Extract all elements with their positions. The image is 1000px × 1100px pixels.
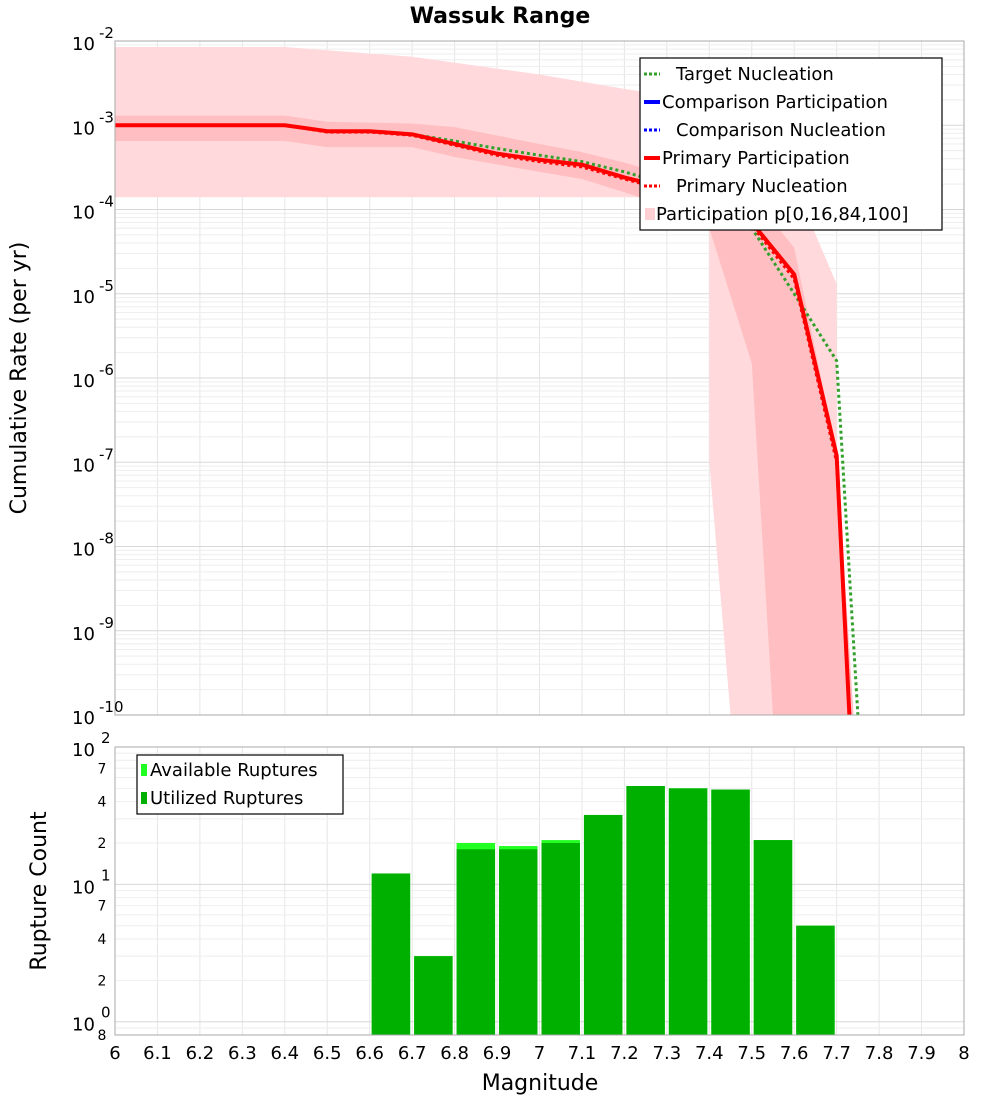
bar-utilized xyxy=(711,789,750,1035)
y-tick-exponent: 2 xyxy=(101,729,111,747)
x-axis-ticks: 6 6.1 6.2 6.3 6.4 6.5 6.6 6.7 6.8 6.9 7 7.1 7.2 7.3 7.… xyxy=(109,1043,969,1064)
y-tick-label: 10 xyxy=(72,34,95,55)
legend-swatch xyxy=(141,764,147,776)
x-tick-label: 7.2 xyxy=(610,1043,639,1064)
y-minor-tick-label: 4 xyxy=(98,932,107,948)
x-tick-label: 6.8 xyxy=(440,1043,469,1064)
y-tick-exponent: -3 xyxy=(99,108,114,126)
legend-label: Participation p[0,16,84,100] xyxy=(656,204,908,225)
x-axis-label: Magnitude xyxy=(482,1071,599,1096)
bar-utilized xyxy=(456,849,496,1035)
y-tick-exponent: -9 xyxy=(99,614,114,632)
x-tick-label: 6.3 xyxy=(228,1043,257,1064)
band-p0-p100 xyxy=(115,46,837,715)
bottom-legend-box xyxy=(136,754,344,815)
x-tick-label: 6.1 xyxy=(143,1043,172,1064)
x-tick-label: 8 xyxy=(958,1043,969,1064)
top-plot-frame xyxy=(114,40,965,716)
bar-utilized xyxy=(753,840,793,1035)
bar-utilized xyxy=(414,956,453,1035)
band-p16-p84 xyxy=(115,115,854,716)
y-minor-tick-label: 8 xyxy=(98,1028,107,1044)
x-tick-label: 7 xyxy=(534,1043,545,1064)
legend-label: Primary Participation xyxy=(662,148,850,169)
legend-label: Comparison Nucleation xyxy=(676,120,886,141)
bar-utilized xyxy=(499,849,538,1035)
legend-label: Available Ruptures xyxy=(150,760,318,781)
y-minor-tick-label: 2 xyxy=(98,836,107,852)
top-y-axis-ticks: 10-210-310-410-510-610-710-810-910-10 xyxy=(72,24,124,729)
x-tick-label: 6.6 xyxy=(355,1043,384,1064)
y-tick-exponent: -4 xyxy=(99,193,114,211)
legend-label: Utilized Ruptures xyxy=(150,788,303,809)
top-legend-box xyxy=(639,57,943,231)
bar-utilized xyxy=(371,873,411,1035)
x-tick-label: 7.3 xyxy=(653,1043,682,1064)
top-y-axis-label: Cumulative Rate (per yr) xyxy=(7,242,32,515)
y-tick-label: 10 xyxy=(72,455,95,476)
legend-swatch xyxy=(141,792,147,804)
x-tick-label: 6.9 xyxy=(483,1043,512,1064)
x-tick-label: 7.9 xyxy=(907,1043,936,1064)
x-tick-label: 7.6 xyxy=(780,1043,809,1064)
legend-swatch xyxy=(645,208,655,220)
y-tick-label: 10 xyxy=(72,877,95,898)
y-minor-tick-label: 2 xyxy=(98,973,107,989)
y-tick-exponent: -2 xyxy=(99,24,114,42)
y-tick-exponent: 1 xyxy=(101,866,111,884)
legend-label: Target Nucleation xyxy=(675,64,834,85)
x-tick-label: 6.2 xyxy=(186,1043,215,1064)
bottom-y-axis-label: Rupture Count xyxy=(27,811,52,971)
x-tick-label: 6.5 xyxy=(313,1043,342,1064)
y-tick-exponent: -7 xyxy=(99,445,114,463)
rupture-bars xyxy=(371,786,835,1035)
y-tick-label: 10 xyxy=(72,371,95,392)
y-tick-label: 10 xyxy=(72,203,95,224)
x-tick-label: 6.7 xyxy=(398,1043,427,1064)
x-tick-label: 6 xyxy=(109,1043,120,1064)
y-tick-label: 10 xyxy=(72,1015,95,1036)
y-tick-exponent: -5 xyxy=(99,277,114,295)
bottom-y-axis-ticks: 10 2 10 1 10 0 7 4 2 7 4 2 8 xyxy=(72,729,111,1044)
y-minor-tick-label: 4 xyxy=(98,795,107,811)
y-minor-tick-label: 7 xyxy=(98,899,107,915)
legend-label: Comparison Participation xyxy=(662,92,888,113)
chart-title: Wassuk Range xyxy=(410,4,591,29)
y-tick-label: 10 xyxy=(72,708,95,729)
y-tick-exponent: -8 xyxy=(99,530,114,548)
legend-label: Primary Nucleation xyxy=(676,176,848,197)
x-tick-label: 7.7 xyxy=(822,1043,851,1064)
y-tick-exponent: -6 xyxy=(99,361,114,379)
rate-lines xyxy=(115,123,860,716)
percentile-bands xyxy=(115,46,854,716)
series-line-primary-nucleation xyxy=(115,123,851,716)
x-tick-label: 7.5 xyxy=(737,1043,766,1064)
bottom-legend: Available Ruptures Utilized Ruptures xyxy=(136,754,344,815)
x-tick-label: 7.1 xyxy=(568,1043,597,1064)
y-tick-label: 10 xyxy=(72,540,95,561)
y-tick-exponent: 0 xyxy=(101,1004,111,1022)
bar-utilized xyxy=(668,788,708,1035)
y-tick-label: 10 xyxy=(72,624,95,645)
y-tick-label: 10 xyxy=(72,118,95,139)
x-tick-label: 6.4 xyxy=(270,1043,299,1064)
bottom-plot-frame xyxy=(114,746,965,1036)
bar-utilized xyxy=(541,843,580,1035)
bar-utilized xyxy=(583,814,623,1035)
bar-utilized xyxy=(626,786,665,1035)
bar-utilized xyxy=(796,925,835,1035)
x-tick-label: 7.8 xyxy=(865,1043,894,1064)
y-tick-label: 10 xyxy=(72,740,95,761)
x-tick-label: 7.4 xyxy=(695,1043,724,1064)
top-legend: Target Nucleation Comparison Participatio… xyxy=(639,57,943,231)
y-tick-label: 10 xyxy=(72,287,95,308)
y-minor-tick-label: 7 xyxy=(98,761,107,777)
y-tick-exponent: -10 xyxy=(99,698,124,716)
